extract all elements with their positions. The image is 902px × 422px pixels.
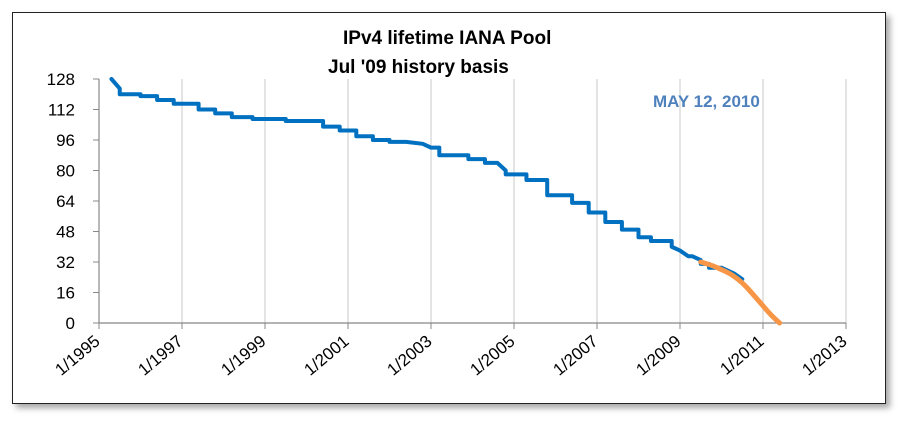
x-ticks: 1/1995 1/1997 1/1999 1/2001 1/2003 1/2005 1/20… — [52, 323, 851, 379]
x-tick-label: 1/2009 — [633, 332, 685, 380]
x-tick-label: 1/1995 — [52, 332, 104, 380]
series-layer — [109, 77, 783, 326]
x-tick-label: 1/2013 — [799, 332, 851, 380]
x-tick-label: 1/1997 — [135, 332, 187, 380]
y-ticks: 0 16 32 48 64 80 96 112 128 — [47, 70, 99, 333]
x-tick-label: 1/1999 — [218, 332, 270, 380]
x-tick-label: 1/2005 — [467, 332, 519, 380]
annotation-label: MAY 12, 2010 — [653, 92, 760, 111]
y-tick-label: 112 — [48, 101, 75, 120]
chart-title: IPv4 lifetime IANA Pool — [343, 28, 551, 49]
x-tick-label: 1/2003 — [384, 332, 436, 380]
chart-frame: IPv4 lifetime IANA Pool Jul '09 history … — [12, 12, 886, 404]
y-tick-label: 96 — [56, 131, 75, 150]
chart: IPv4 lifetime IANA Pool Jul '09 history … — [47, 28, 851, 379]
y-tick-label: 128 — [47, 70, 75, 89]
y-tick-label: 64 — [56, 192, 75, 211]
y-tick-label: 32 — [56, 253, 75, 272]
y-tick-label: 0 — [66, 314, 75, 333]
y-tick-label: 16 — [56, 284, 75, 303]
x-tick-label: 1/2001 — [301, 332, 353, 380]
x-tick-label: 1/2011 — [716, 332, 767, 379]
x-tick-label: 1/2007 — [550, 332, 602, 380]
projection-series-line — [698, 259, 783, 326]
history-series-line — [109, 77, 745, 282]
chart-subtitle: Jul '09 history basis — [328, 57, 509, 78]
y-tick-label: 80 — [56, 162, 75, 181]
y-tick-label: 48 — [56, 223, 75, 242]
